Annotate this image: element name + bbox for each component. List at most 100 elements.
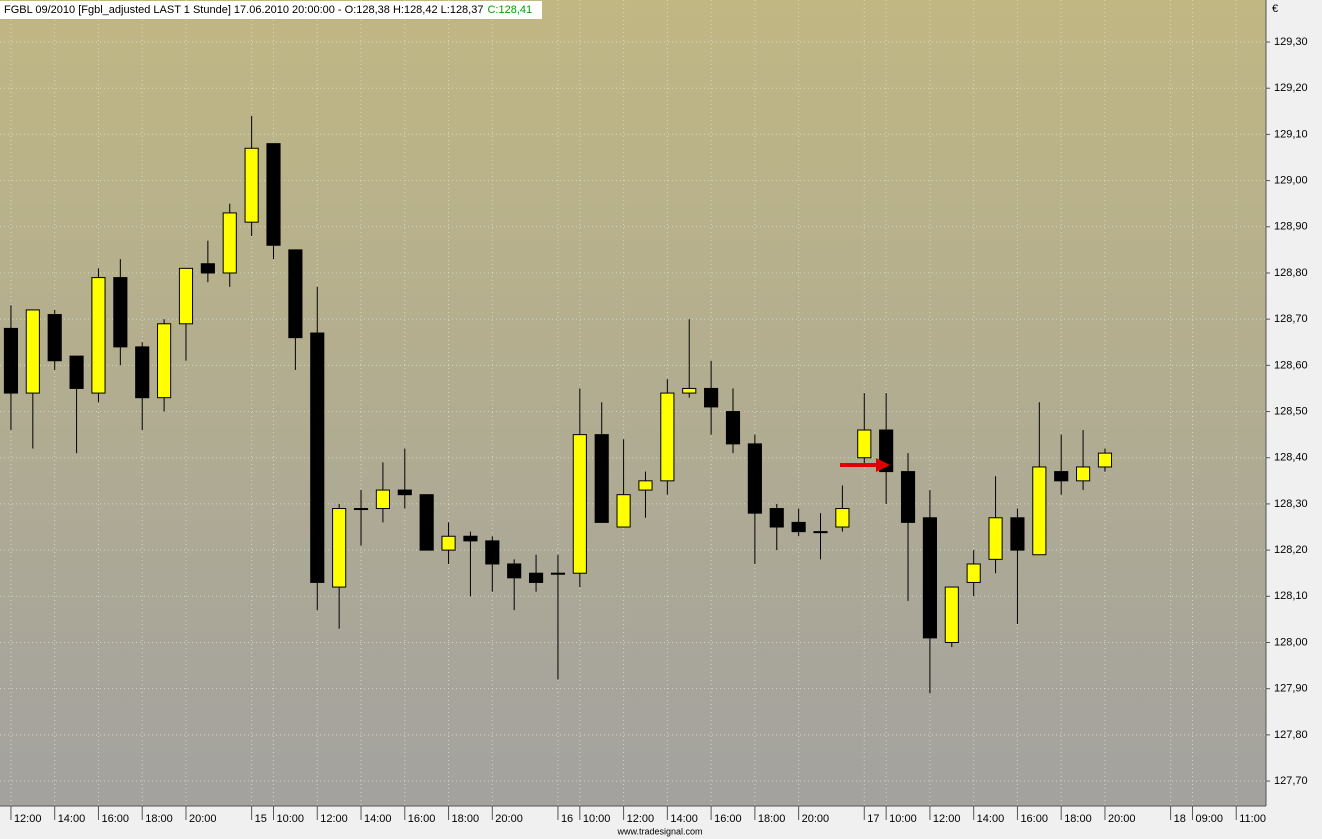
- x-tick-label: 14:00: [977, 813, 1005, 825]
- candle-body: [835, 508, 850, 528]
- candle-body: [419, 494, 434, 551]
- candle-body: [529, 572, 544, 583]
- candle-body: [704, 387, 719, 408]
- chart-title: FGBL 09/2010 [Fgbl_adjusted LAST 1 Stund…: [4, 4, 483, 16]
- x-tick-label: 11:00: [1239, 813, 1266, 825]
- y-tick-label: 128,60: [1274, 359, 1308, 371]
- x-tick-label: 15: [255, 813, 267, 825]
- x-tick-label: 20:00: [802, 813, 830, 825]
- y-tick-label: 128,90: [1274, 221, 1308, 233]
- y-tick-label: 127,70: [1274, 775, 1308, 787]
- x-tick-label: 18:00: [1064, 813, 1092, 825]
- y-tick-label: 128,00: [1274, 636, 1308, 648]
- candle-body: [178, 267, 194, 325]
- x-tick-label: 12:00: [933, 813, 961, 825]
- y-tick-label: 127,80: [1274, 729, 1308, 741]
- candle-body: [769, 508, 784, 528]
- x-tick-label: 18:00: [145, 813, 173, 825]
- candle-body: [638, 480, 653, 491]
- candle-body: [660, 392, 675, 482]
- x-tick-label: 16:00: [408, 813, 436, 825]
- candle-body: [135, 346, 150, 399]
- x-tick-label: 18:00: [758, 813, 786, 825]
- candle-body: [966, 563, 981, 583]
- y-tick-label: 128,40: [1274, 452, 1308, 464]
- y-tick-label: 128,20: [1274, 544, 1308, 556]
- x-tick-label: 20:00: [189, 813, 217, 825]
- x-tick-label: 16:00: [101, 813, 129, 825]
- candle-body: [988, 517, 1003, 560]
- candle-body: [791, 521, 806, 533]
- candle-body: [550, 572, 566, 575]
- header-box: [0, 1, 542, 19]
- candle-body: [266, 143, 281, 246]
- candle-body: [594, 434, 609, 523]
- candle-body: [900, 471, 916, 523]
- candle-body: [3, 327, 19, 394]
- x-tick-label: 10:00: [583, 813, 611, 825]
- candle-body: [1010, 517, 1025, 551]
- x-tick-label: 09:00: [1195, 813, 1223, 825]
- x-tick-label: 12:00: [14, 813, 42, 825]
- candle-body: [353, 508, 369, 511]
- x-tick-label: 12:00: [627, 813, 655, 825]
- candle-body: [616, 494, 631, 528]
- candle-body: [572, 434, 587, 574]
- x-tick-label: 17: [867, 813, 879, 825]
- candle-body: [879, 429, 894, 473]
- arrow-annotation: [840, 458, 890, 472]
- candle-body: [747, 443, 762, 514]
- y-tick-label: 128,50: [1274, 405, 1308, 417]
- candle-body: [375, 489, 390, 510]
- y-tick-label: 129,30: [1274, 36, 1308, 48]
- candle-body: [397, 489, 412, 496]
- candle-body: [485, 540, 500, 565]
- candle-body: [1032, 466, 1047, 556]
- candle-body: [1097, 452, 1113, 468]
- candle-body: [507, 563, 522, 579]
- x-tick-label: 10:00: [889, 813, 917, 825]
- y-tick-label: 128,30: [1274, 498, 1308, 510]
- grid: [0, 0, 1266, 806]
- x-tick-label: 14:00: [364, 813, 392, 825]
- x-tick-label: 14:00: [670, 813, 698, 825]
- candle-body: [682, 387, 697, 394]
- candle-body: [244, 147, 259, 223]
- source: www.tradesignal.com: [616, 826, 702, 836]
- x-tick-label: 16:00: [1020, 813, 1048, 825]
- candle-body: [463, 535, 478, 542]
- candle-body: [69, 355, 84, 389]
- x-tick-label: 12:00: [320, 813, 348, 825]
- candle-body: [857, 429, 872, 459]
- candle-body: [310, 332, 325, 583]
- y-tick-label: 129,00: [1274, 175, 1308, 187]
- x-tick-label: 20:00: [1108, 813, 1136, 825]
- candle-body: [944, 586, 959, 643]
- y-tick-label: 129,20: [1274, 82, 1308, 94]
- x-tick-label: 20:00: [495, 813, 523, 825]
- x-tick-label: 16:00: [714, 813, 742, 825]
- candle-body: [1076, 466, 1091, 482]
- y-tick-label: 127,90: [1274, 683, 1308, 695]
- unit-label: €: [1272, 3, 1278, 15]
- candle-body: [813, 531, 828, 534]
- arrow-head: [876, 458, 890, 472]
- candle-body: [922, 517, 937, 639]
- candle-body: [113, 277, 128, 348]
- candle-body: [725, 411, 741, 445]
- close-label: C:128,41: [487, 4, 532, 16]
- x-tick-label: 18: [1174, 813, 1186, 825]
- y-tick-label: 128,70: [1274, 313, 1308, 325]
- candle-body: [288, 249, 303, 339]
- y-tick-label: 129,10: [1274, 128, 1308, 140]
- candle-body: [47, 314, 62, 362]
- candle-body: [200, 263, 215, 274]
- candle-body: [1054, 471, 1069, 482]
- candle-body: [222, 212, 237, 274]
- plot-area: [0, 0, 1266, 806]
- x-tick-label: 14:00: [58, 813, 86, 825]
- y-tick-label: 128,80: [1274, 267, 1308, 279]
- candle-body: [441, 535, 456, 551]
